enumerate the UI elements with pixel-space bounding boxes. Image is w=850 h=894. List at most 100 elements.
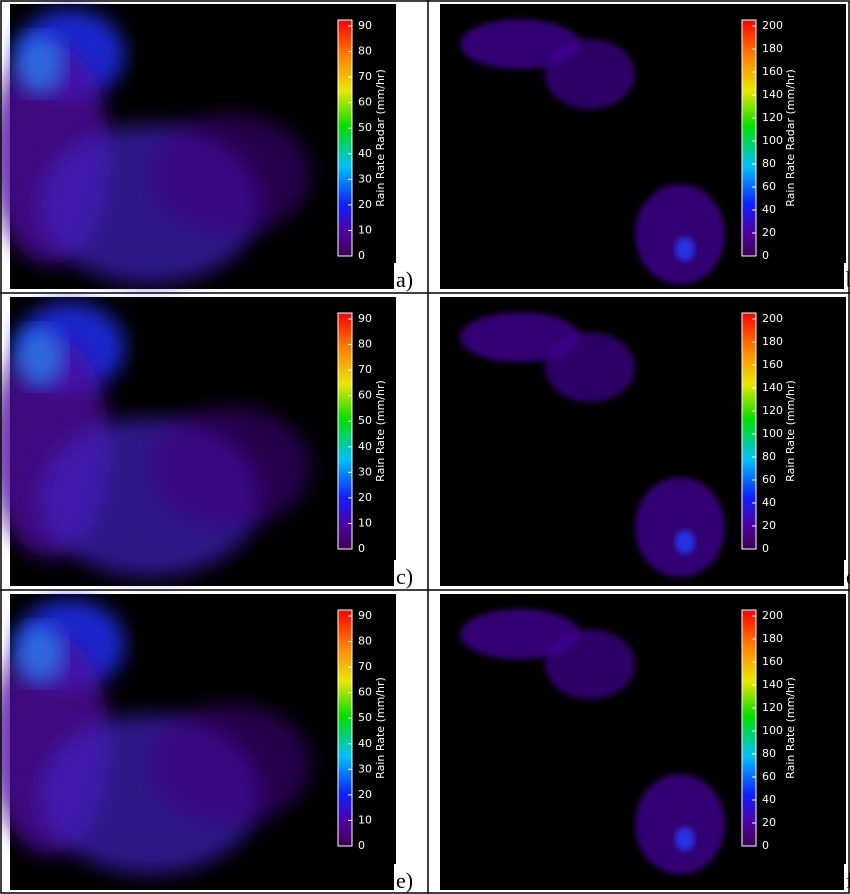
label-bg bbox=[844, 263, 850, 289]
tick-label: 80 bbox=[358, 338, 372, 351]
tick-label: 40 bbox=[358, 440, 372, 453]
rain-area bbox=[635, 184, 725, 284]
tick-label: 30 bbox=[358, 465, 372, 478]
tick-label: 80 bbox=[762, 450, 776, 463]
rain-area bbox=[675, 237, 695, 261]
panel-label: c) bbox=[396, 564, 413, 589]
label-bg bbox=[394, 263, 420, 289]
tick-label: 100 bbox=[762, 724, 783, 737]
colorbar bbox=[741, 312, 757, 550]
rain-area bbox=[675, 530, 695, 554]
tick-label: 0 bbox=[358, 839, 365, 852]
rain-area bbox=[545, 629, 635, 699]
tick-label: 200 bbox=[762, 609, 783, 622]
panel-label: a) bbox=[396, 267, 413, 292]
tick-label: 80 bbox=[762, 747, 776, 760]
tick-label: 30 bbox=[358, 172, 372, 185]
colorbar bbox=[337, 312, 353, 550]
tick-label: 20 bbox=[762, 226, 776, 239]
rain-area bbox=[15, 624, 65, 684]
rain-area bbox=[460, 609, 580, 659]
label-bg bbox=[394, 560, 420, 586]
tick-label: 40 bbox=[762, 793, 776, 806]
tick-label: 60 bbox=[358, 389, 372, 402]
panel: 0 20 40 60 80 100 120 140 160 180 200 Rain Rate (mm… bbox=[440, 594, 850, 893]
colorbar bbox=[741, 609, 757, 847]
colorbar-title: Rain Rate (mm/hr) bbox=[784, 677, 797, 779]
tick-label: 180 bbox=[762, 335, 783, 348]
tick-label: 50 bbox=[358, 414, 372, 427]
tick-label: 10 bbox=[358, 516, 372, 529]
tick-label: 120 bbox=[762, 111, 783, 124]
rain-area bbox=[635, 774, 725, 874]
label-bg bbox=[394, 864, 420, 890]
rain-area bbox=[675, 827, 695, 851]
colorbar bbox=[337, 609, 353, 847]
panel: 0 20 40 60 80 100 120 140 160 180 200 Rain Rate (mm… bbox=[440, 297, 850, 589]
tick-label: 10 bbox=[358, 223, 372, 236]
tick-label: 40 bbox=[762, 203, 776, 216]
tick-label: 80 bbox=[358, 45, 372, 58]
tick-label: 140 bbox=[762, 88, 783, 101]
rain-area bbox=[460, 19, 580, 69]
tick-label: 120 bbox=[762, 404, 783, 417]
colorbar-title: Rain Rate Radar (mm/hr) bbox=[784, 69, 797, 206]
tick-label: 70 bbox=[358, 363, 372, 376]
panel-label: b) bbox=[846, 267, 850, 292]
tick-label: 140 bbox=[762, 381, 783, 394]
tick-label: 0 bbox=[358, 542, 365, 555]
tick-label: 60 bbox=[358, 686, 372, 699]
tick-label: 100 bbox=[762, 427, 783, 440]
panel: 0 10 20 30 40 50 60 70 80 90 Rain Rate (mm/hr) c) bbox=[0, 297, 420, 589]
tick-label: 160 bbox=[762, 655, 783, 668]
panel: 0 10 20 30 40 50 60 70 80 90 Rain Rate Radar (mm/h… bbox=[0, 4, 420, 292]
tick-label: 120 bbox=[762, 701, 783, 714]
rain-area bbox=[545, 39, 635, 109]
tick-label: 70 bbox=[358, 660, 372, 673]
colorbar-title: Rain Rate (mm/hr) bbox=[374, 380, 387, 482]
tick-label: 100 bbox=[762, 134, 783, 147]
tick-label: 200 bbox=[762, 312, 783, 325]
tick-label: 60 bbox=[762, 770, 776, 783]
rain-area bbox=[150, 407, 310, 527]
colorbar bbox=[337, 19, 353, 257]
rain-area bbox=[150, 114, 310, 234]
tick-label: 180 bbox=[762, 42, 783, 55]
tick-label: 60 bbox=[762, 180, 776, 193]
tick-label: 40 bbox=[762, 496, 776, 509]
tick-label: 90 bbox=[358, 609, 372, 622]
tick-label: 200 bbox=[762, 19, 783, 32]
tick-label: 60 bbox=[358, 96, 372, 109]
rain-area bbox=[460, 312, 580, 362]
tick-label: 20 bbox=[358, 198, 372, 211]
tick-label: 20 bbox=[358, 788, 372, 801]
tick-label: 50 bbox=[358, 121, 372, 134]
rain-area bbox=[635, 477, 725, 577]
tick-label: 20 bbox=[762, 519, 776, 532]
rain-area bbox=[545, 332, 635, 402]
tick-label: 140 bbox=[762, 678, 783, 691]
panel-label: e) bbox=[396, 868, 413, 893]
colorbar-title: Rain Rate (mm/hr) bbox=[374, 677, 387, 779]
tick-label: 20 bbox=[358, 491, 372, 504]
tick-label: 60 bbox=[762, 473, 776, 486]
panel-label: f) bbox=[846, 868, 850, 893]
tick-label: 80 bbox=[358, 635, 372, 648]
tick-label: 80 bbox=[762, 157, 776, 170]
label-bg bbox=[844, 560, 850, 586]
colorbar-title: Rain Rate Radar (mm/hr) bbox=[374, 69, 387, 206]
tick-label: 180 bbox=[762, 632, 783, 645]
colorbar bbox=[741, 19, 757, 257]
panel: 0 20 40 60 80 100 120 140 160 180 200 Rain Rate Rad… bbox=[440, 4, 850, 292]
tick-label: 0 bbox=[358, 249, 365, 262]
tick-label: 0 bbox=[762, 542, 769, 555]
tick-label: 90 bbox=[358, 312, 372, 325]
tick-label: 10 bbox=[358, 813, 372, 826]
tick-label: 40 bbox=[358, 737, 372, 750]
tick-label: 30 bbox=[358, 762, 372, 775]
tick-label: 0 bbox=[762, 249, 769, 262]
panel-label: d) bbox=[846, 564, 850, 589]
label-bg bbox=[844, 864, 850, 890]
